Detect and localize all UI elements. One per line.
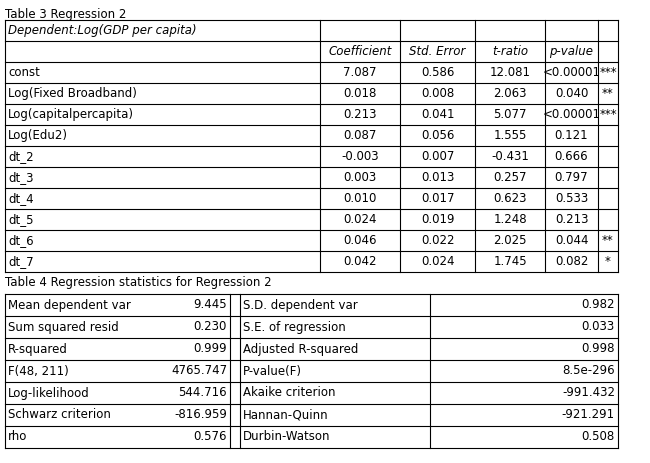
Text: 0.213: 0.213 [343,108,377,121]
Text: 0.018: 0.018 [343,87,377,100]
Text: S.D. dependent var: S.D. dependent var [243,299,358,312]
Text: 0.010: 0.010 [343,192,377,205]
Text: Hannan-Quinn: Hannan-Quinn [243,408,329,421]
Text: 0.017: 0.017 [421,192,454,205]
Text: dt_4: dt_4 [8,192,34,205]
Text: Dependent:Log(GDP per capita): Dependent:Log(GDP per capita) [8,24,196,37]
Text: 0.046: 0.046 [343,234,377,247]
Text: 0.033: 0.033 [582,320,615,333]
Text: 0.998: 0.998 [582,343,615,356]
Text: 5.077: 5.077 [493,108,526,121]
Text: 0.999: 0.999 [194,343,227,356]
Text: 0.056: 0.056 [421,129,454,142]
Text: 0.013: 0.013 [421,171,454,184]
Text: 0.044: 0.044 [554,234,588,247]
Text: 0.007: 0.007 [421,150,454,163]
Text: p-value: p-value [549,45,593,58]
Text: dt_2: dt_2 [8,150,34,163]
Text: 0.666: 0.666 [554,150,588,163]
Text: 0.533: 0.533 [555,192,588,205]
Text: Log-likelihood: Log-likelihood [8,387,90,400]
Text: 0.121: 0.121 [554,129,588,142]
Text: -816.959: -816.959 [174,408,227,421]
Text: dt_6: dt_6 [8,234,34,247]
Text: **: ** [602,234,614,247]
Text: 0.082: 0.082 [555,255,588,268]
Text: <0.00001: <0.00001 [543,108,601,121]
Text: 0.042: 0.042 [343,255,377,268]
Text: 0.022: 0.022 [421,234,454,247]
Text: 0.024: 0.024 [343,213,377,226]
Text: *: * [605,255,611,268]
Text: 4765.747: 4765.747 [171,364,227,377]
Text: dt_3: dt_3 [8,171,34,184]
Text: Log(capitalpercapita): Log(capitalpercapita) [8,108,134,121]
Text: 0.230: 0.230 [194,320,227,333]
Text: Coefficient: Coefficient [328,45,392,58]
Text: 2.063: 2.063 [493,87,526,100]
Text: Mean dependent var: Mean dependent var [8,299,131,312]
Text: -0.431: -0.431 [491,150,529,163]
Text: ***: *** [599,66,617,79]
Text: dt_7: dt_7 [8,255,34,268]
Text: 0.576: 0.576 [194,431,227,444]
Text: 0.586: 0.586 [421,66,454,79]
Text: dt_5: dt_5 [8,213,34,226]
Text: -921.291: -921.291 [562,408,615,421]
Text: 0.213: 0.213 [554,213,588,226]
Text: Table 3 Regression 2: Table 3 Regression 2 [5,8,126,21]
Text: 0.257: 0.257 [493,171,526,184]
Text: 0.623: 0.623 [493,192,526,205]
Text: 0.003: 0.003 [343,171,376,184]
Text: P-value(F): P-value(F) [243,364,302,377]
Text: const: const [8,66,40,79]
Text: 0.019: 0.019 [421,213,454,226]
Text: S.E. of regression: S.E. of regression [243,320,346,333]
Text: F(48, 211): F(48, 211) [8,364,69,377]
Text: Std. Error: Std. Error [410,45,465,58]
Text: R-squared: R-squared [8,343,68,356]
Text: 2.025: 2.025 [493,234,526,247]
Text: 0.982: 0.982 [582,299,615,312]
Text: rho: rho [8,431,27,444]
Text: **: ** [602,87,614,100]
Text: Log(Fixed Broadband): Log(Fixed Broadband) [8,87,137,100]
Text: 8.5e-296: 8.5e-296 [562,364,615,377]
Text: Log(Edu2): Log(Edu2) [8,129,68,142]
Text: Adjusted R-squared: Adjusted R-squared [243,343,358,356]
Text: Schwarz criterion: Schwarz criterion [8,408,111,421]
Text: -991.432: -991.432 [562,387,615,400]
Text: 0.797: 0.797 [554,171,588,184]
Text: 0.041: 0.041 [421,108,454,121]
Text: Durbin-Watson: Durbin-Watson [243,431,330,444]
Text: 0.508: 0.508 [582,431,615,444]
Text: 0.008: 0.008 [421,87,454,100]
Text: 9.445: 9.445 [194,299,227,312]
Text: <0.00001: <0.00001 [543,66,601,79]
Text: 1.248: 1.248 [493,213,526,226]
Text: 544.716: 544.716 [178,387,227,400]
Text: 1.555: 1.555 [493,129,526,142]
Text: 12.081: 12.081 [489,66,530,79]
Text: -0.003: -0.003 [341,150,379,163]
Text: Table 4 Regression statistics for Regression 2: Table 4 Regression statistics for Regres… [5,276,272,289]
Text: 0.087: 0.087 [343,129,377,142]
Text: Sum squared resid: Sum squared resid [8,320,119,333]
Text: Akaike criterion: Akaike criterion [243,387,335,400]
Text: 0.040: 0.040 [555,87,588,100]
Text: 7.087: 7.087 [343,66,377,79]
Text: 1.745: 1.745 [493,255,526,268]
Text: ***: *** [599,108,617,121]
Text: 0.024: 0.024 [421,255,454,268]
Text: t-ratio: t-ratio [492,45,528,58]
